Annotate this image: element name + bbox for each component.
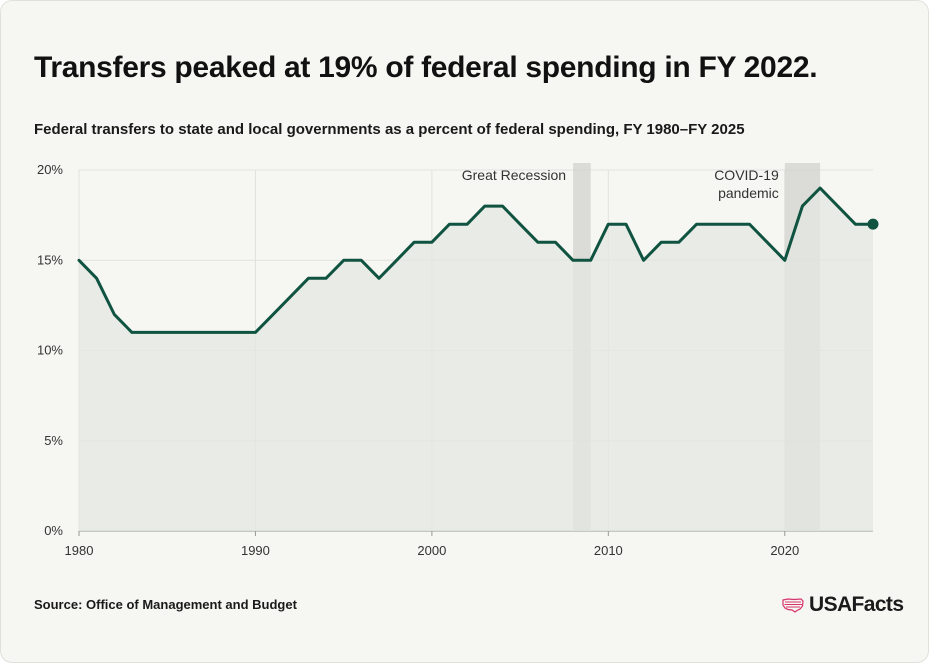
x-tick-label: 2020 bbox=[770, 543, 799, 558]
y-tick-label: 10% bbox=[37, 343, 63, 358]
chart-title: Transfers peaked at 19% of federal spend… bbox=[34, 51, 818, 84]
x-tick-label: 2000 bbox=[417, 543, 446, 558]
last-data-point bbox=[867, 218, 879, 230]
series-area bbox=[79, 188, 873, 531]
x-tick-label: 1990 bbox=[241, 543, 270, 558]
x-tick-label: 1980 bbox=[65, 543, 94, 558]
label-layer: 0% 5% 10% 15% 20% 1980 1990 2000 2010 2020 Great R… bbox=[37, 162, 799, 558]
y-tick-label: 5% bbox=[44, 433, 63, 448]
y-tick-label: 15% bbox=[37, 252, 63, 267]
us-map-flag-icon bbox=[782, 598, 804, 613]
line-chart: 0% 5% 10% 15% 20% 1980 1990 2000 2010 2020 Great R… bbox=[37, 162, 879, 558]
annotation-label: COVID-19 bbox=[714, 167, 779, 183]
usafacts-logo[interactable]: USAFacts bbox=[781, 593, 904, 617]
logo-text: USAFacts bbox=[809, 593, 904, 616]
source-note: Source: Office of Management and Budget bbox=[34, 597, 297, 612]
chart-subtitle: Federal transfers to state and local gov… bbox=[34, 121, 745, 138]
annotation-label: pandemic bbox=[718, 185, 779, 201]
area-layer bbox=[79, 188, 873, 531]
x-tick-label: 2010 bbox=[594, 543, 623, 558]
y-tick-label: 20% bbox=[37, 162, 63, 177]
annotation-label: Great Recession bbox=[462, 167, 566, 183]
series-line bbox=[77, 186, 875, 334]
y-tick-label: 0% bbox=[44, 523, 63, 538]
line-layer bbox=[77, 186, 879, 334]
